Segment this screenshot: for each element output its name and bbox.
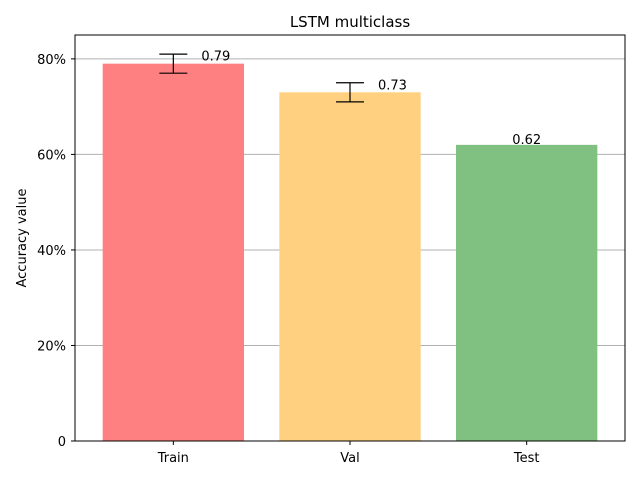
y-tick-label: 0 [58, 435, 66, 450]
x-tick-label: Val [340, 451, 359, 466]
data-label: 0.73 [378, 78, 407, 93]
ticks: 0 20% 40% 60% 80% Train Val Test [37, 53, 539, 466]
data-label: 0.62 [512, 133, 541, 148]
bar-val [279, 92, 421, 441]
data-labels: 0.79 0.73 0.62 [201, 50, 541, 148]
y-tick-label: 80% [37, 53, 66, 68]
error-bars [159, 53, 364, 103]
y-axis-label: Accuracy value [15, 189, 30, 288]
y-tick-label: 20% [37, 339, 66, 354]
x-tick-label: Test [513, 451, 540, 466]
x-tick-label: Train [157, 451, 189, 466]
bar-train [102, 63, 245, 442]
chart-title: LSTM multiclass [290, 13, 411, 31]
y-tick-label: 40% [37, 244, 66, 259]
y-tick-label: 60% [37, 148, 66, 163]
data-label: 0.79 [201, 50, 230, 65]
bars [102, 63, 598, 442]
bar-test [456, 144, 598, 441]
